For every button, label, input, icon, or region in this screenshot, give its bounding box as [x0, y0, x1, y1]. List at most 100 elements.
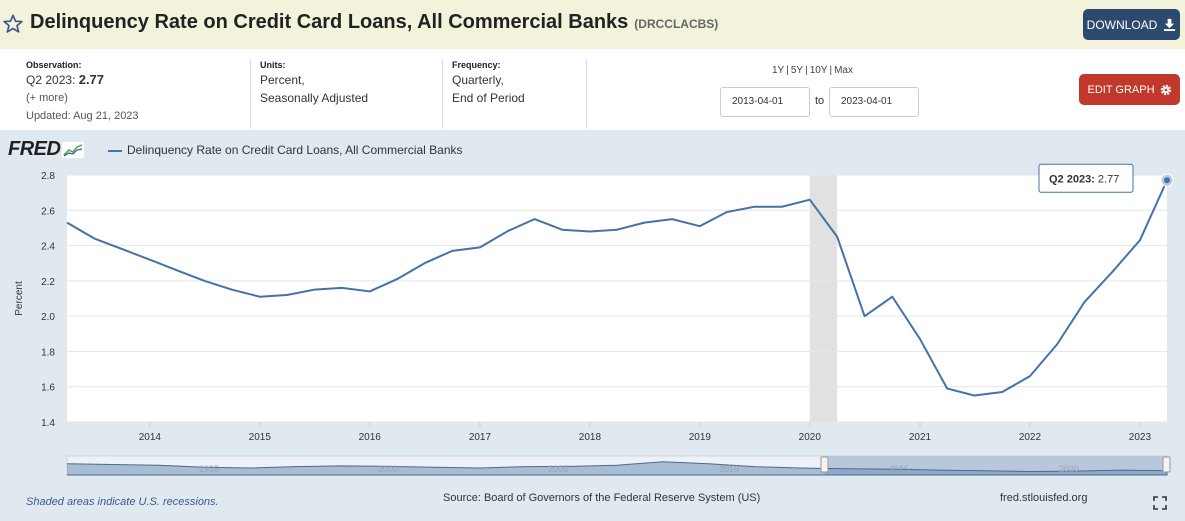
data-point[interactable] — [532, 217, 536, 221]
data-point[interactable] — [258, 295, 262, 299]
tooltip-box — [1038, 163, 1134, 193]
plot-area: 1.4 1.6 1.8 2.0 2.2 2.4 2.6 2.8 2014 2015 2016 2017… — [14, 163, 1174, 476]
data-point[interactable] — [65, 221, 69, 225]
recession-shading — [809, 175, 838, 422]
edit-graph-button[interactable]: EDIT GRAPH — [1079, 74, 1180, 105]
data-point[interactable] — [368, 289, 372, 293]
frequency-label: Frequency: — [452, 60, 501, 70]
navigator-handle[interactable] — [1162, 456, 1171, 473]
range-selector: 1Y | 5Y | 10Y | Max — [772, 65, 853, 76]
data-point[interactable] — [1082, 300, 1086, 304]
data-point[interactable] — [450, 249, 454, 253]
data-point[interactable] — [615, 228, 619, 232]
x-tick-label: 2021 — [909, 432, 932, 443]
data-point[interactable] — [973, 394, 977, 398]
data-point[interactable] — [725, 210, 729, 214]
data-point[interactable] — [478, 245, 482, 249]
units-line2: Seasonally Adjusted — [260, 91, 369, 105]
data-point[interactable] — [780, 205, 784, 209]
range-10y[interactable]: 10Y — [809, 65, 828, 76]
highlight-point[interactable] — [1164, 177, 1170, 184]
start-date-input[interactable]: 2013-04-01 — [720, 87, 810, 117]
y-tick-label: 2.6 — [41, 206, 55, 217]
header-bar: Delinquency Rate on Credit Card Loans, A… — [0, 0, 1185, 49]
y-tick-label: 1.6 — [41, 383, 55, 394]
range-1y[interactable]: 1Y — [772, 65, 785, 76]
x-tick-label: 2022 — [1019, 432, 1042, 443]
divider — [586, 59, 587, 129]
observation-value: 2.77 — [78, 72, 105, 87]
divider — [442, 59, 443, 129]
series-line — [66, 179, 1168, 397]
more-link[interactable]: (+ more) — [26, 92, 68, 104]
data-point[interactable] — [945, 386, 949, 390]
frequency-block: Frequency: Quarterly, End of Period — [452, 59, 525, 107]
y-tick-label: 2.0 — [41, 312, 55, 323]
data-point[interactable] — [588, 229, 592, 233]
data-point[interactable] — [395, 277, 399, 281]
data-point[interactable] — [148, 258, 152, 262]
line-chart: 1.4 1.6 1.8 2.0 2.2 2.4 2.6 2.8 2014 2015 2016 2017… — [14, 163, 1174, 476]
y-axis-label: Percent — [14, 281, 25, 316]
date-to-label: to — [815, 95, 825, 107]
frequency-line1: Quarterly, — [452, 73, 504, 87]
chart-legend: Delinquency Rate on Credit Card Loans, A… — [108, 143, 463, 157]
y-tick-label: 1.8 — [41, 347, 55, 358]
data-point[interactable] — [505, 229, 509, 233]
tooltip-value: 2.77 — [1098, 173, 1119, 185]
y-tick-label: 2.4 — [41, 242, 55, 253]
data-point[interactable] — [1110, 270, 1114, 274]
data-point[interactable] — [230, 288, 234, 292]
divider — [250, 59, 251, 129]
data-point[interactable] — [92, 237, 96, 241]
data-point[interactable] — [340, 286, 344, 290]
observation-period: Q2 2023: — [26, 73, 76, 87]
data-point[interactable] — [1000, 390, 1004, 394]
legend-label: Delinquency Rate on Credit Card Loans, A… — [127, 143, 463, 157]
graph-area: FRED Delinquency Rate on Credit Card Loa… — [0, 130, 1185, 521]
x-tick-label: 2019 — [689, 432, 712, 443]
fred-logo-text: FRED — [8, 138, 61, 160]
x-tick-label: 2023 — [1129, 432, 1152, 443]
data-point[interactable] — [890, 295, 894, 299]
data-point[interactable] — [1138, 238, 1142, 242]
data-point[interactable] — [698, 224, 702, 228]
download-icon — [1164, 18, 1176, 31]
star-icon[interactable] — [2, 13, 24, 35]
x-tick-label: 2015 — [249, 432, 272, 443]
fullscreen-icon[interactable] — [1153, 496, 1167, 510]
site-link[interactable]: fred.stlouisfed.org — [1000, 492, 1088, 504]
source-note: Source: Board of Governors of the Federa… — [443, 492, 761, 504]
end-date-input[interactable]: 2023-04-01 — [829, 87, 919, 117]
data-point[interactable] — [835, 235, 839, 239]
x-tick-label: 2017 — [469, 432, 492, 443]
data-point[interactable] — [560, 228, 564, 232]
data-point[interactable] — [202, 279, 206, 283]
data-point[interactable] — [642, 221, 646, 225]
gear-icon — [1160, 84, 1171, 95]
frequency-line2: End of Period — [452, 91, 525, 105]
range-max[interactable]: Max — [834, 65, 853, 76]
data-point[interactable] — [1028, 374, 1032, 378]
updated-date: Updated: Aug 21, 2023 — [26, 110, 139, 122]
data-point[interactable] — [285, 293, 289, 297]
data-point[interactable] — [670, 217, 674, 221]
data-point[interactable] — [752, 205, 756, 209]
data-point[interactable] — [423, 261, 427, 265]
data-point[interactable] — [918, 337, 922, 341]
download-button[interactable]: DOWNLOAD — [1083, 9, 1180, 40]
data-point[interactable] — [1055, 342, 1059, 346]
data-point[interactable] — [808, 198, 812, 202]
navigator-handle[interactable] — [820, 456, 829, 473]
fred-logo[interactable]: FRED — [8, 138, 85, 161]
plot-background — [67, 175, 1167, 422]
range-5y[interactable]: 5Y — [790, 65, 804, 76]
data-point[interactable] — [312, 288, 316, 292]
units-line1: Percent, — [260, 73, 305, 87]
data-point[interactable] — [175, 268, 179, 272]
data-point[interactable] — [863, 314, 867, 318]
data-point[interactable] — [120, 247, 124, 251]
title-text: Delinquency Rate on Credit Card Loans, A… — [30, 11, 629, 33]
download-label: DOWNLOAD — [1086, 17, 1158, 32]
navigator-label: 1995 — [199, 464, 219, 474]
